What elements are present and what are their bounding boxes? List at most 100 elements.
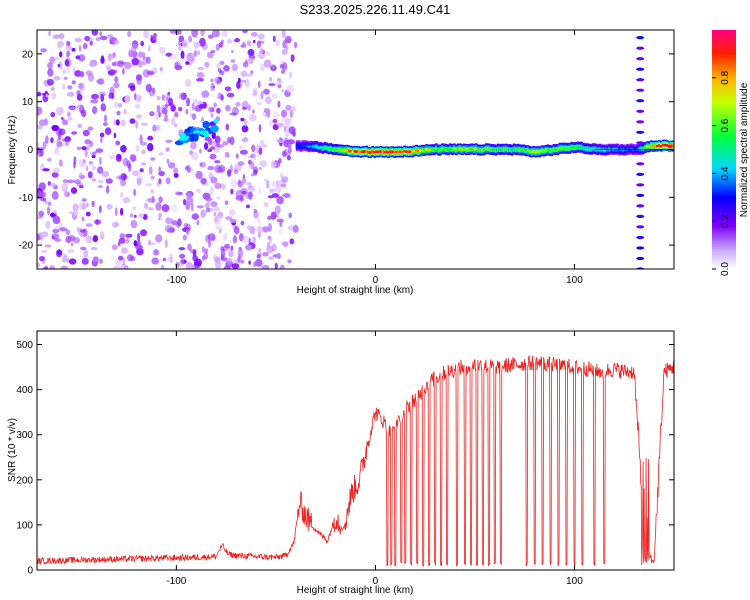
noise-speckle xyxy=(148,207,154,211)
noise-speckle xyxy=(97,179,104,184)
stripe-blob xyxy=(636,225,645,229)
ridge-segment xyxy=(512,147,516,151)
noise-speckle xyxy=(210,82,215,92)
noise-speckle xyxy=(40,48,47,53)
noise-speckle xyxy=(135,144,140,153)
noise-speckle xyxy=(138,95,142,102)
noise-speckle xyxy=(171,204,177,213)
noise-speckle xyxy=(60,116,64,120)
noise-speckle xyxy=(249,226,256,235)
noise-speckle xyxy=(127,30,131,38)
noise-speckle xyxy=(120,207,124,216)
noise-speckle xyxy=(113,132,117,139)
noise-speckle xyxy=(214,164,222,174)
noise-speckle xyxy=(116,110,121,116)
noise-speckle xyxy=(171,105,177,112)
noise-speckle xyxy=(92,256,99,263)
noise-speckle xyxy=(149,242,156,246)
noise-speckle xyxy=(232,235,238,244)
noise-speckle xyxy=(155,202,162,211)
noise-speckle xyxy=(68,258,77,265)
noise-speckle xyxy=(210,113,214,118)
noise-speckle xyxy=(245,73,254,77)
noise-speckle xyxy=(224,243,230,249)
noise-speckle xyxy=(122,67,125,75)
noise-speckle xyxy=(76,226,80,232)
noise-speckle xyxy=(101,171,110,178)
noise-speckle xyxy=(264,96,272,105)
ridge-segment xyxy=(301,144,305,147)
noise-speckle xyxy=(141,149,146,154)
noise-speckle xyxy=(139,134,143,143)
noise-speckle xyxy=(59,51,63,58)
noise-speckle xyxy=(193,41,201,48)
noise-speckle xyxy=(230,179,238,188)
noise-speckle xyxy=(246,181,252,187)
snr-y-tick-label: 0 xyxy=(27,566,33,577)
noise-speckle xyxy=(230,59,236,63)
noise-speckle xyxy=(81,109,87,118)
noise-speckle xyxy=(95,37,100,41)
noise-speckle xyxy=(145,83,152,93)
noise-speckle xyxy=(178,247,186,251)
ridge-segment xyxy=(317,146,321,149)
ridge-segment xyxy=(429,148,432,152)
noise-speckle xyxy=(128,49,134,58)
noise-speckle xyxy=(44,265,49,269)
colorbar-label: Normalized spectral amplitude xyxy=(739,82,750,217)
noise-speckle xyxy=(281,150,287,157)
noise-speckle xyxy=(165,52,173,57)
ridge-segment xyxy=(407,150,410,154)
noise-speckle xyxy=(67,117,73,121)
noise-speckle xyxy=(277,83,282,89)
spectrogram-y-tick-label: 0 xyxy=(27,145,33,156)
noise-speckle xyxy=(62,178,68,184)
noise-speckle xyxy=(233,258,239,265)
noise-speckle xyxy=(123,174,128,180)
noise-speckle xyxy=(50,111,56,118)
noise-speckle xyxy=(246,204,250,209)
noise-speckle xyxy=(185,53,193,62)
ridge-segment xyxy=(500,148,504,151)
noise-speckle xyxy=(185,61,190,65)
noise-speckle xyxy=(200,162,206,168)
noise-speckle xyxy=(272,35,276,43)
snr-frame xyxy=(36,330,675,571)
noise-speckle xyxy=(124,61,132,70)
noise-speckle xyxy=(240,79,247,83)
ridge-segment xyxy=(345,149,349,152)
noise-speckle xyxy=(237,248,244,258)
noise-speckle xyxy=(138,213,144,218)
ridge-segment xyxy=(327,147,331,151)
ridge-segment xyxy=(405,150,408,153)
noise-speckle xyxy=(208,106,212,113)
noise-speckle xyxy=(39,148,44,157)
noise-speckle xyxy=(267,215,272,220)
noise-speckle xyxy=(240,187,248,194)
noise-speckle xyxy=(159,67,163,72)
ridge-segment xyxy=(341,149,345,152)
noise-speckle xyxy=(106,204,113,210)
ridge-segment xyxy=(554,148,558,151)
noise-speckle xyxy=(281,176,289,183)
noise-speckle xyxy=(270,160,277,169)
noise-speckle xyxy=(52,215,61,225)
ridge-segment xyxy=(540,149,544,153)
noise-speckle xyxy=(138,51,144,58)
ridge-segment xyxy=(486,147,490,151)
ridge-segment xyxy=(564,147,568,150)
noise-speckle xyxy=(290,54,295,62)
noise-speckle xyxy=(152,124,157,132)
noise-speckle xyxy=(66,179,75,184)
ridge-segment xyxy=(496,147,500,151)
stripe-blob xyxy=(636,36,645,40)
snr-y-tick-label: 200 xyxy=(16,475,33,486)
noise-speckle xyxy=(253,208,257,214)
noise-speckle xyxy=(75,55,80,60)
noise-speckle xyxy=(209,153,217,160)
noise-speckle xyxy=(145,183,153,187)
noise-speckle xyxy=(224,200,229,206)
ridge-segment xyxy=(490,148,494,151)
noise-speckle xyxy=(187,243,192,251)
noise-speckle xyxy=(79,174,86,180)
